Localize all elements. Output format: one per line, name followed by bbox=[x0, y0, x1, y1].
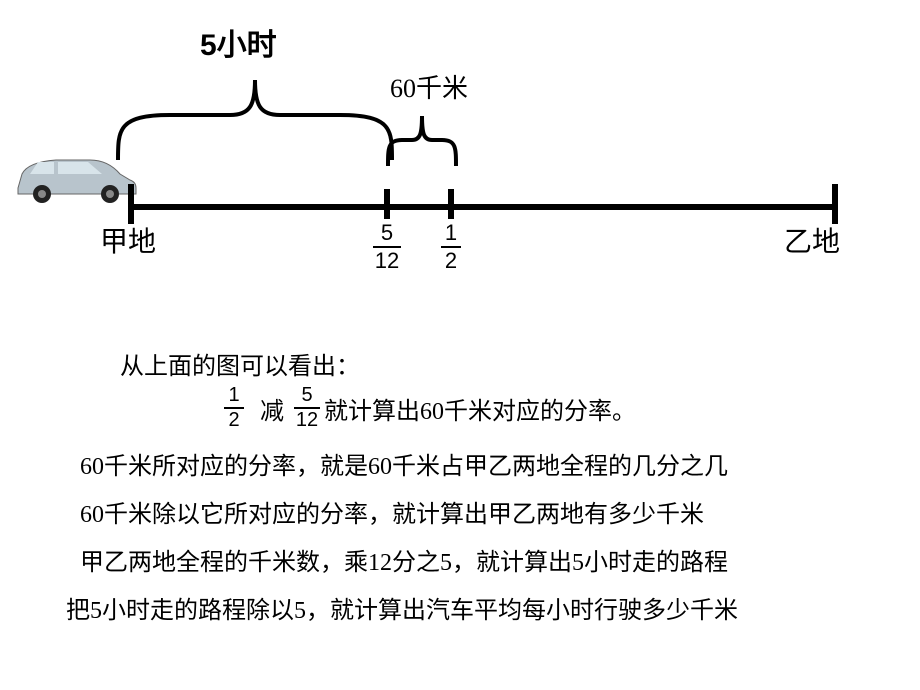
fraction-5-12-bot: 12 bbox=[373, 250, 401, 272]
inline-frac-1-2: 1 2 bbox=[224, 384, 244, 432]
inline-frac-top: 1 bbox=[228, 384, 239, 407]
tick-end bbox=[832, 184, 838, 224]
inline-frac-5-12: 5 12 bbox=[294, 384, 320, 432]
inline-frac-top: 5 bbox=[301, 384, 312, 407]
fraction-1-2-bot: 2 bbox=[441, 250, 461, 272]
fraction-1-2: 1 2 bbox=[441, 222, 461, 272]
explain-line-6: 把5小时走的路程除以5，就计算出汽车平均每小时行驶多少千米 bbox=[66, 590, 738, 625]
label-5-hours: 5小时 bbox=[200, 20, 277, 64]
fraction-5-12: 5 12 bbox=[373, 222, 401, 272]
inline-frac-bot: 12 bbox=[296, 409, 318, 432]
inline-frac-bot: 2 bbox=[228, 409, 239, 432]
fraction-5-12-top: 5 bbox=[373, 222, 401, 244]
tick-5-12 bbox=[384, 189, 390, 219]
explain-mid: 减 bbox=[248, 391, 290, 426]
explain-line-5: 甲乙两地全程的千米数，乘12分之5，就计算出5小时走的路程 bbox=[80, 542, 728, 577]
brace-60km bbox=[382, 100, 462, 170]
explain-line-4: 60千米除以它所对应的分率，就计算出甲乙两地有多少千米 bbox=[80, 494, 704, 529]
tick-start bbox=[128, 184, 134, 224]
label-place-b: 乙地 bbox=[784, 220, 840, 260]
explain-post: 就计算出60千米对应的分率。 bbox=[324, 391, 636, 426]
diagram-root: 5小时 60千米 5 12 1 2 甲地 乙地 从上面的 bbox=[0, 0, 920, 690]
explain-line-3: 60千米所对应的分率，就是60千米占甲乙两地全程的几分之几 bbox=[80, 446, 728, 481]
label-place-a: 甲地 bbox=[100, 220, 156, 260]
brace-5hours bbox=[110, 60, 400, 165]
fraction-1-2-top: 1 bbox=[441, 222, 461, 244]
explain-line-2: 1 2 减 5 12 就计算出60千米对应的分率。 bbox=[220, 384, 636, 432]
tick-1-2 bbox=[448, 189, 454, 219]
car-icon bbox=[8, 150, 138, 205]
number-line bbox=[128, 204, 838, 210]
explain-line-1: 从上面的图可以看出： bbox=[120, 346, 360, 381]
